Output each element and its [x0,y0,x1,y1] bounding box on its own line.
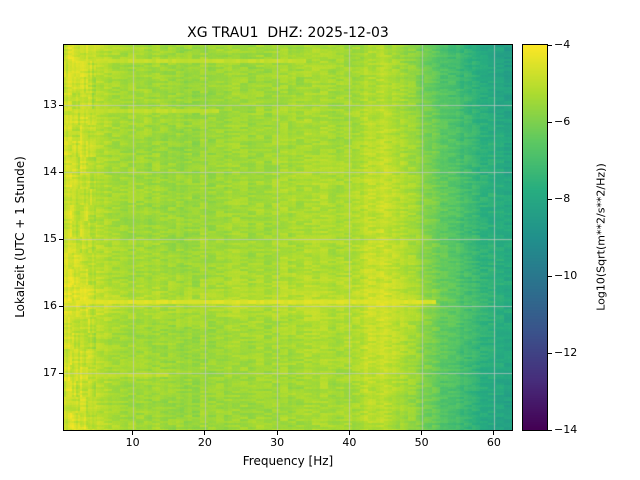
y-tick-mark [59,171,63,173]
y-tick-label: 13 [43,98,57,112]
colorbar-tick-mark [548,429,552,431]
y-tick-label: 14 [43,165,57,179]
y-tick-label: 15 [43,232,57,246]
colorbar-label: Log10(Sqrt(m**2/s**2/Hz)) [594,163,608,311]
x-tick-label: 10 [125,436,140,449]
spectrogram-heatmap [63,44,513,431]
x-tick-mark [276,431,278,435]
x-tick-mark [132,431,134,435]
colorbar-tick-label: −6 [554,115,571,128]
colorbar-tick-label: −8 [554,192,571,205]
x-tick-mark [421,431,423,435]
colorbar-tick-mark [548,352,552,354]
colorbar-tick-mark [548,198,552,200]
colorbar [522,44,548,431]
y-tick-label: 17 [43,366,57,380]
x-axis-label: Frequency [Hz] [242,454,334,468]
colorbar-tick-label: −4 [554,38,571,51]
x-tick-mark [204,431,206,435]
colorbar-tick-mark [548,275,552,277]
colorbar-tick-mark [548,121,552,123]
x-tick-label: 30 [270,436,285,449]
colorbar-tick-mark [548,44,552,46]
y-tick-mark [59,372,63,374]
y-tick-mark [59,238,63,240]
x-tick-label: 50 [414,436,429,449]
figure-title: XG TRAU1 DHZ: 2025-12-03 [187,25,389,41]
x-tick-mark [493,431,495,435]
x-tick-mark [348,431,350,435]
colorbar-tick-label: −10 [554,269,578,282]
colorbar-tick-label: −12 [554,346,578,359]
y-tick-label: 16 [43,299,57,313]
y-tick-mark [59,305,63,307]
x-tick-label: 60 [486,436,501,449]
x-tick-label: 40 [342,436,357,449]
x-tick-label: 20 [197,436,212,449]
y-tick-mark [59,104,63,106]
y-axis-label: Lokalzeit (UTC + 1 Stunde) [13,156,27,318]
colorbar-tick-label: −14 [554,423,578,436]
